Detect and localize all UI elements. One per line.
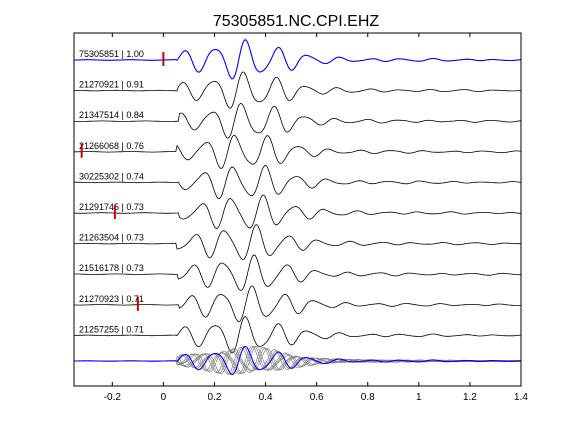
- x-tick-label-7: 1.2: [463, 392, 477, 403]
- trace-label-3: 21266068 | 0.76: [79, 141, 144, 151]
- x-tick-label-4: 0.6: [310, 392, 324, 403]
- trace-line-8: [74, 285, 521, 323]
- stack-trace-5: [73, 346, 522, 374]
- trace-label-7: 21516178 | 0.73: [79, 263, 144, 273]
- trace-line-2: [74, 103, 522, 139]
- x-axis: -0.2 0 0.2 0.4 0.6 0.8 1 1.2 1.4: [104, 33, 528, 403]
- trace-label-8: 21270923 | 0.71: [79, 294, 144, 304]
- axes-frame: [73, 32, 522, 387]
- trace-line-4: [73, 164, 522, 200]
- trace-label-9: 21257255 | 0.71: [79, 324, 144, 334]
- stack-reference-trace: [73, 345, 522, 375]
- trace-label-2: 21347514 | 0.84: [79, 110, 144, 120]
- x-tick-label-8: 1.4: [514, 392, 528, 403]
- x-tick-label-0: -0.2: [104, 392, 122, 403]
- trace-line-6: [73, 224, 521, 260]
- x-tick-label-5: 0.8: [361, 392, 375, 403]
- trace-label-0: 75305851 | 1.00: [79, 49, 144, 59]
- chart-title: 75305851.NC.CPI.EHZ: [213, 13, 380, 30]
- x-tick-label-6: 1: [416, 392, 422, 403]
- trace-line-7: [73, 254, 522, 291]
- trace-label-5: 21291745 | 0.73: [79, 202, 144, 212]
- plot-area: 75305851 | 1.00 21270921 | 0.91 21347514 |…: [73, 39, 522, 375]
- trace-line-5: [74, 194, 521, 229]
- trace-line-3: [73, 134, 522, 169]
- x-tick-label-3: 0.4: [259, 392, 273, 403]
- trace-line-1: [73, 71, 522, 109]
- trace-label-1: 21270921 | 0.91: [79, 80, 144, 90]
- trace-label-4: 30225302 | 0.74: [79, 171, 144, 181]
- trace-line-0: [74, 39, 522, 80]
- x-tick-label-2: 0.2: [208, 392, 222, 403]
- x-tick-label-1: 0: [161, 392, 167, 403]
- trace-line-9: [73, 316, 522, 354]
- trace-label-6: 21263504 | 0.73: [79, 233, 144, 243]
